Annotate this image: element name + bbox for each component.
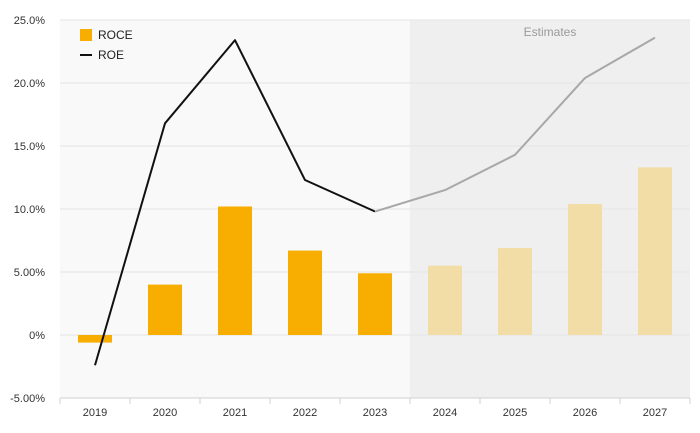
y-tick-label: 15.0% (14, 141, 45, 153)
x-tick-label: 2020 (153, 407, 177, 419)
y-tick-label: 0% (29, 330, 45, 342)
roce-bar (638, 167, 672, 335)
y-tick-label: 20.0% (14, 78, 45, 90)
roe-line-actual (94, 39, 376, 366)
x-tick-label: 2025 (503, 407, 527, 419)
legend: ROCE ROE (80, 28, 133, 62)
x-tick-label: 2019 (83, 407, 107, 419)
legend-roce-swatch (80, 29, 92, 41)
x-tick-label: 2026 (573, 407, 597, 419)
roce-bar (428, 265, 462, 335)
roce-bar (498, 248, 532, 335)
y-tick-label: -5.00% (10, 393, 45, 405)
x-tick-label: 2021 (223, 407, 247, 419)
lines-layer (94, 36, 656, 366)
axes-layer: 25.0% 20.0% 15.0% 10.0% 5.00% 0% -5.00% 2019 202… (10, 15, 691, 419)
roce-bar (218, 206, 252, 335)
roce-bar (568, 203, 602, 335)
roce-bar (78, 335, 112, 343)
bars-layer (78, 167, 672, 343)
estimates-label: Estimates (524, 25, 577, 39)
y-tick-label: 5.00% (14, 267, 45, 279)
roce-bar (288, 250, 322, 335)
y-tick-label: 10.0% (14, 204, 45, 216)
roe-line-estimate (374, 36, 656, 213)
y-tick-label: 25.0% (14, 15, 45, 27)
x-tick-label: 2027 (643, 407, 667, 419)
x-tick-label: 2024 (433, 407, 457, 419)
legend-roe-label: ROE (98, 48, 124, 62)
roce-bar (358, 273, 392, 335)
roce-bar (148, 284, 182, 335)
legend-roce-label: ROCE (98, 28, 133, 42)
x-tick-label: 2023 (363, 407, 387, 419)
x-tick-label: 2022 (293, 407, 317, 419)
